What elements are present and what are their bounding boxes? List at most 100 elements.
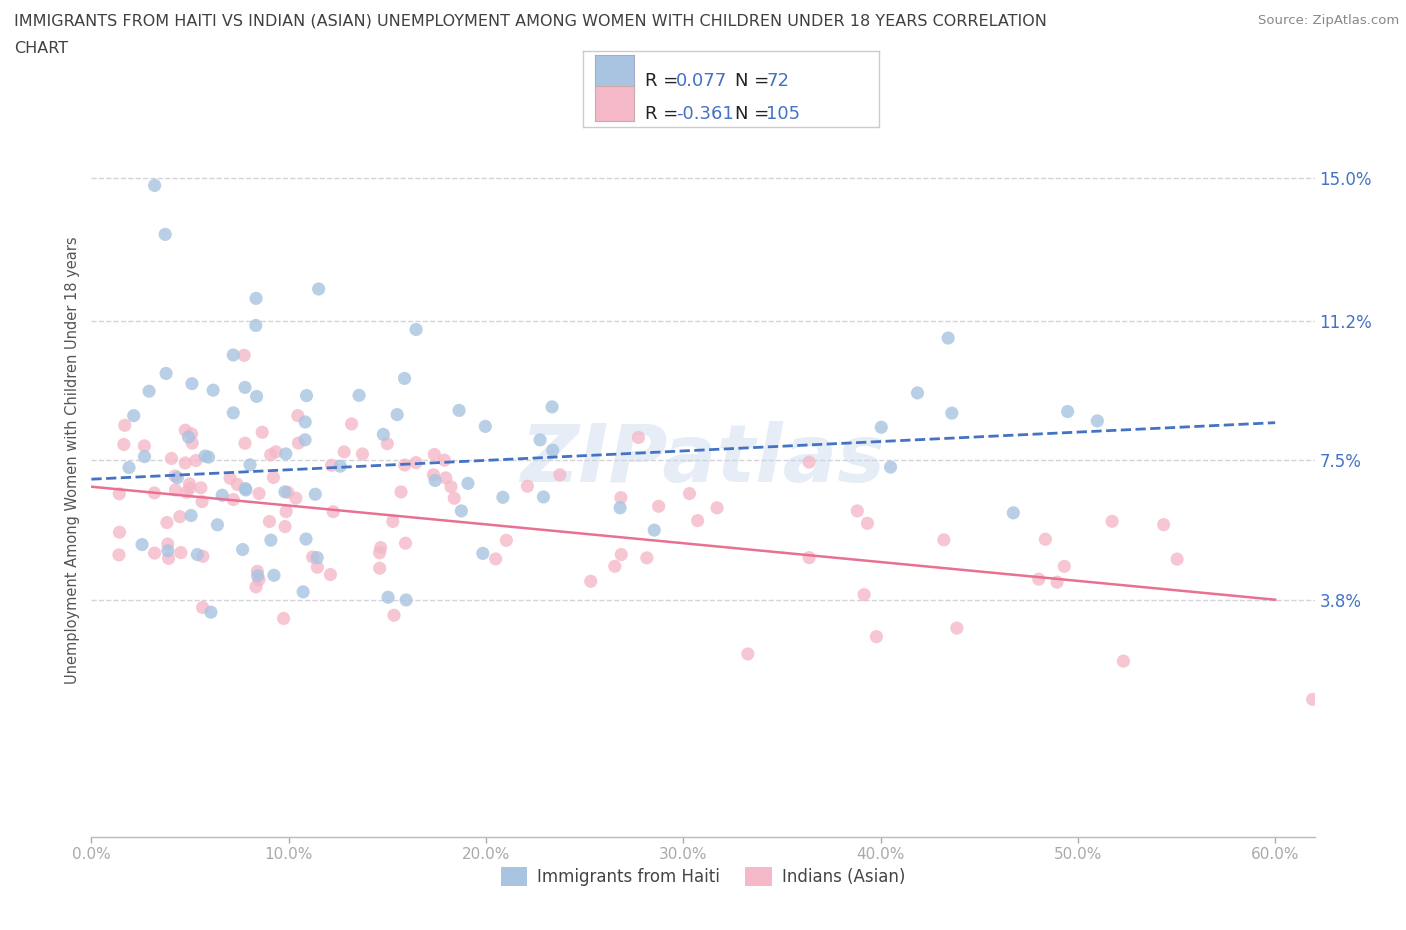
Point: [222, 348, 245, 363]
Point: [1053, 559, 1076, 574]
Point: [245, 579, 267, 594]
Point: [686, 513, 709, 528]
Point: [245, 291, 267, 306]
Point: [245, 318, 267, 333]
Point: [308, 282, 330, 297]
Point: [180, 427, 202, 442]
Point: [865, 630, 887, 644]
Point: [260, 533, 283, 548]
Point: [108, 486, 131, 501]
Point: [647, 498, 669, 513]
Point: [609, 500, 631, 515]
Point: [333, 445, 356, 459]
Point: [190, 481, 212, 496]
Point: [471, 546, 494, 561]
Point: [259, 514, 281, 529]
Point: [443, 491, 465, 506]
Point: [235, 481, 257, 496]
Point: [194, 448, 217, 463]
Text: N =: N =: [735, 105, 775, 123]
Point: [160, 451, 183, 466]
Point: [191, 494, 214, 509]
Point: [533, 489, 555, 504]
Point: [114, 418, 136, 432]
Point: [603, 559, 626, 574]
Point: [176, 485, 198, 499]
Point: [447, 403, 470, 418]
Point: [250, 425, 273, 440]
Text: -0.361: -0.361: [676, 105, 734, 123]
Point: [907, 385, 929, 400]
Point: [373, 427, 395, 442]
Point: [294, 415, 316, 430]
Point: [1046, 575, 1069, 590]
Point: [181, 436, 204, 451]
Point: [264, 445, 287, 459]
Point: [643, 523, 665, 538]
Point: [177, 430, 200, 445]
Point: [274, 446, 297, 461]
Point: [277, 485, 299, 499]
Point: [394, 371, 416, 386]
Point: [936, 330, 959, 345]
Point: [122, 408, 145, 423]
Point: [516, 479, 538, 494]
Point: [174, 423, 197, 438]
Point: [548, 468, 571, 483]
Point: [197, 450, 219, 465]
Point: [226, 477, 249, 492]
Point: [304, 486, 326, 501]
Point: [274, 504, 297, 519]
Point: [485, 551, 508, 566]
Point: [165, 483, 187, 498]
Text: 105: 105: [766, 105, 800, 123]
Point: [529, 432, 551, 447]
Point: [301, 550, 323, 565]
Point: [307, 551, 329, 565]
Point: [1153, 517, 1175, 532]
Point: [946, 620, 969, 635]
Point: [307, 560, 329, 575]
Point: [156, 537, 179, 551]
Point: [287, 435, 309, 450]
Point: [610, 490, 633, 505]
Point: [368, 545, 391, 560]
Point: [450, 503, 472, 518]
Point: [389, 485, 412, 499]
Point: [1166, 551, 1188, 566]
Point: [263, 568, 285, 583]
Point: [474, 418, 496, 433]
Point: [246, 389, 269, 404]
Text: IMMIGRANTS FROM HAITI VS INDIAN (ASIAN) UNEMPLOYMENT AMONG WOMEN WITH CHILDREN U: IMMIGRANTS FROM HAITI VS INDIAN (ASIAN) …: [14, 14, 1047, 29]
Point: [273, 611, 295, 626]
Text: N =: N =: [735, 72, 775, 89]
Text: R =: R =: [645, 105, 685, 123]
Point: [112, 437, 135, 452]
Point: [179, 476, 201, 491]
Text: ZIPatlas: ZIPatlas: [520, 421, 886, 499]
Point: [434, 471, 457, 485]
Point: [423, 447, 446, 462]
Point: [174, 456, 197, 471]
Point: [179, 481, 201, 496]
Point: [932, 532, 955, 547]
Point: [1101, 514, 1123, 529]
Point: [799, 455, 821, 470]
Point: [395, 592, 418, 607]
Point: [260, 447, 283, 462]
Point: [246, 564, 269, 578]
Point: [295, 532, 318, 547]
Point: [153, 227, 176, 242]
Point: [143, 178, 166, 193]
Point: [870, 419, 893, 434]
Legend: Immigrants from Haiti, Indians (Asian): Immigrants from Haiti, Indians (Asian): [494, 860, 912, 893]
Point: [579, 574, 602, 589]
Point: [180, 508, 202, 523]
Point: [235, 483, 257, 498]
Point: [202, 383, 225, 398]
Point: [156, 543, 179, 558]
Point: [247, 486, 270, 501]
Point: [108, 548, 131, 563]
Point: [118, 460, 141, 475]
Point: [394, 536, 416, 551]
